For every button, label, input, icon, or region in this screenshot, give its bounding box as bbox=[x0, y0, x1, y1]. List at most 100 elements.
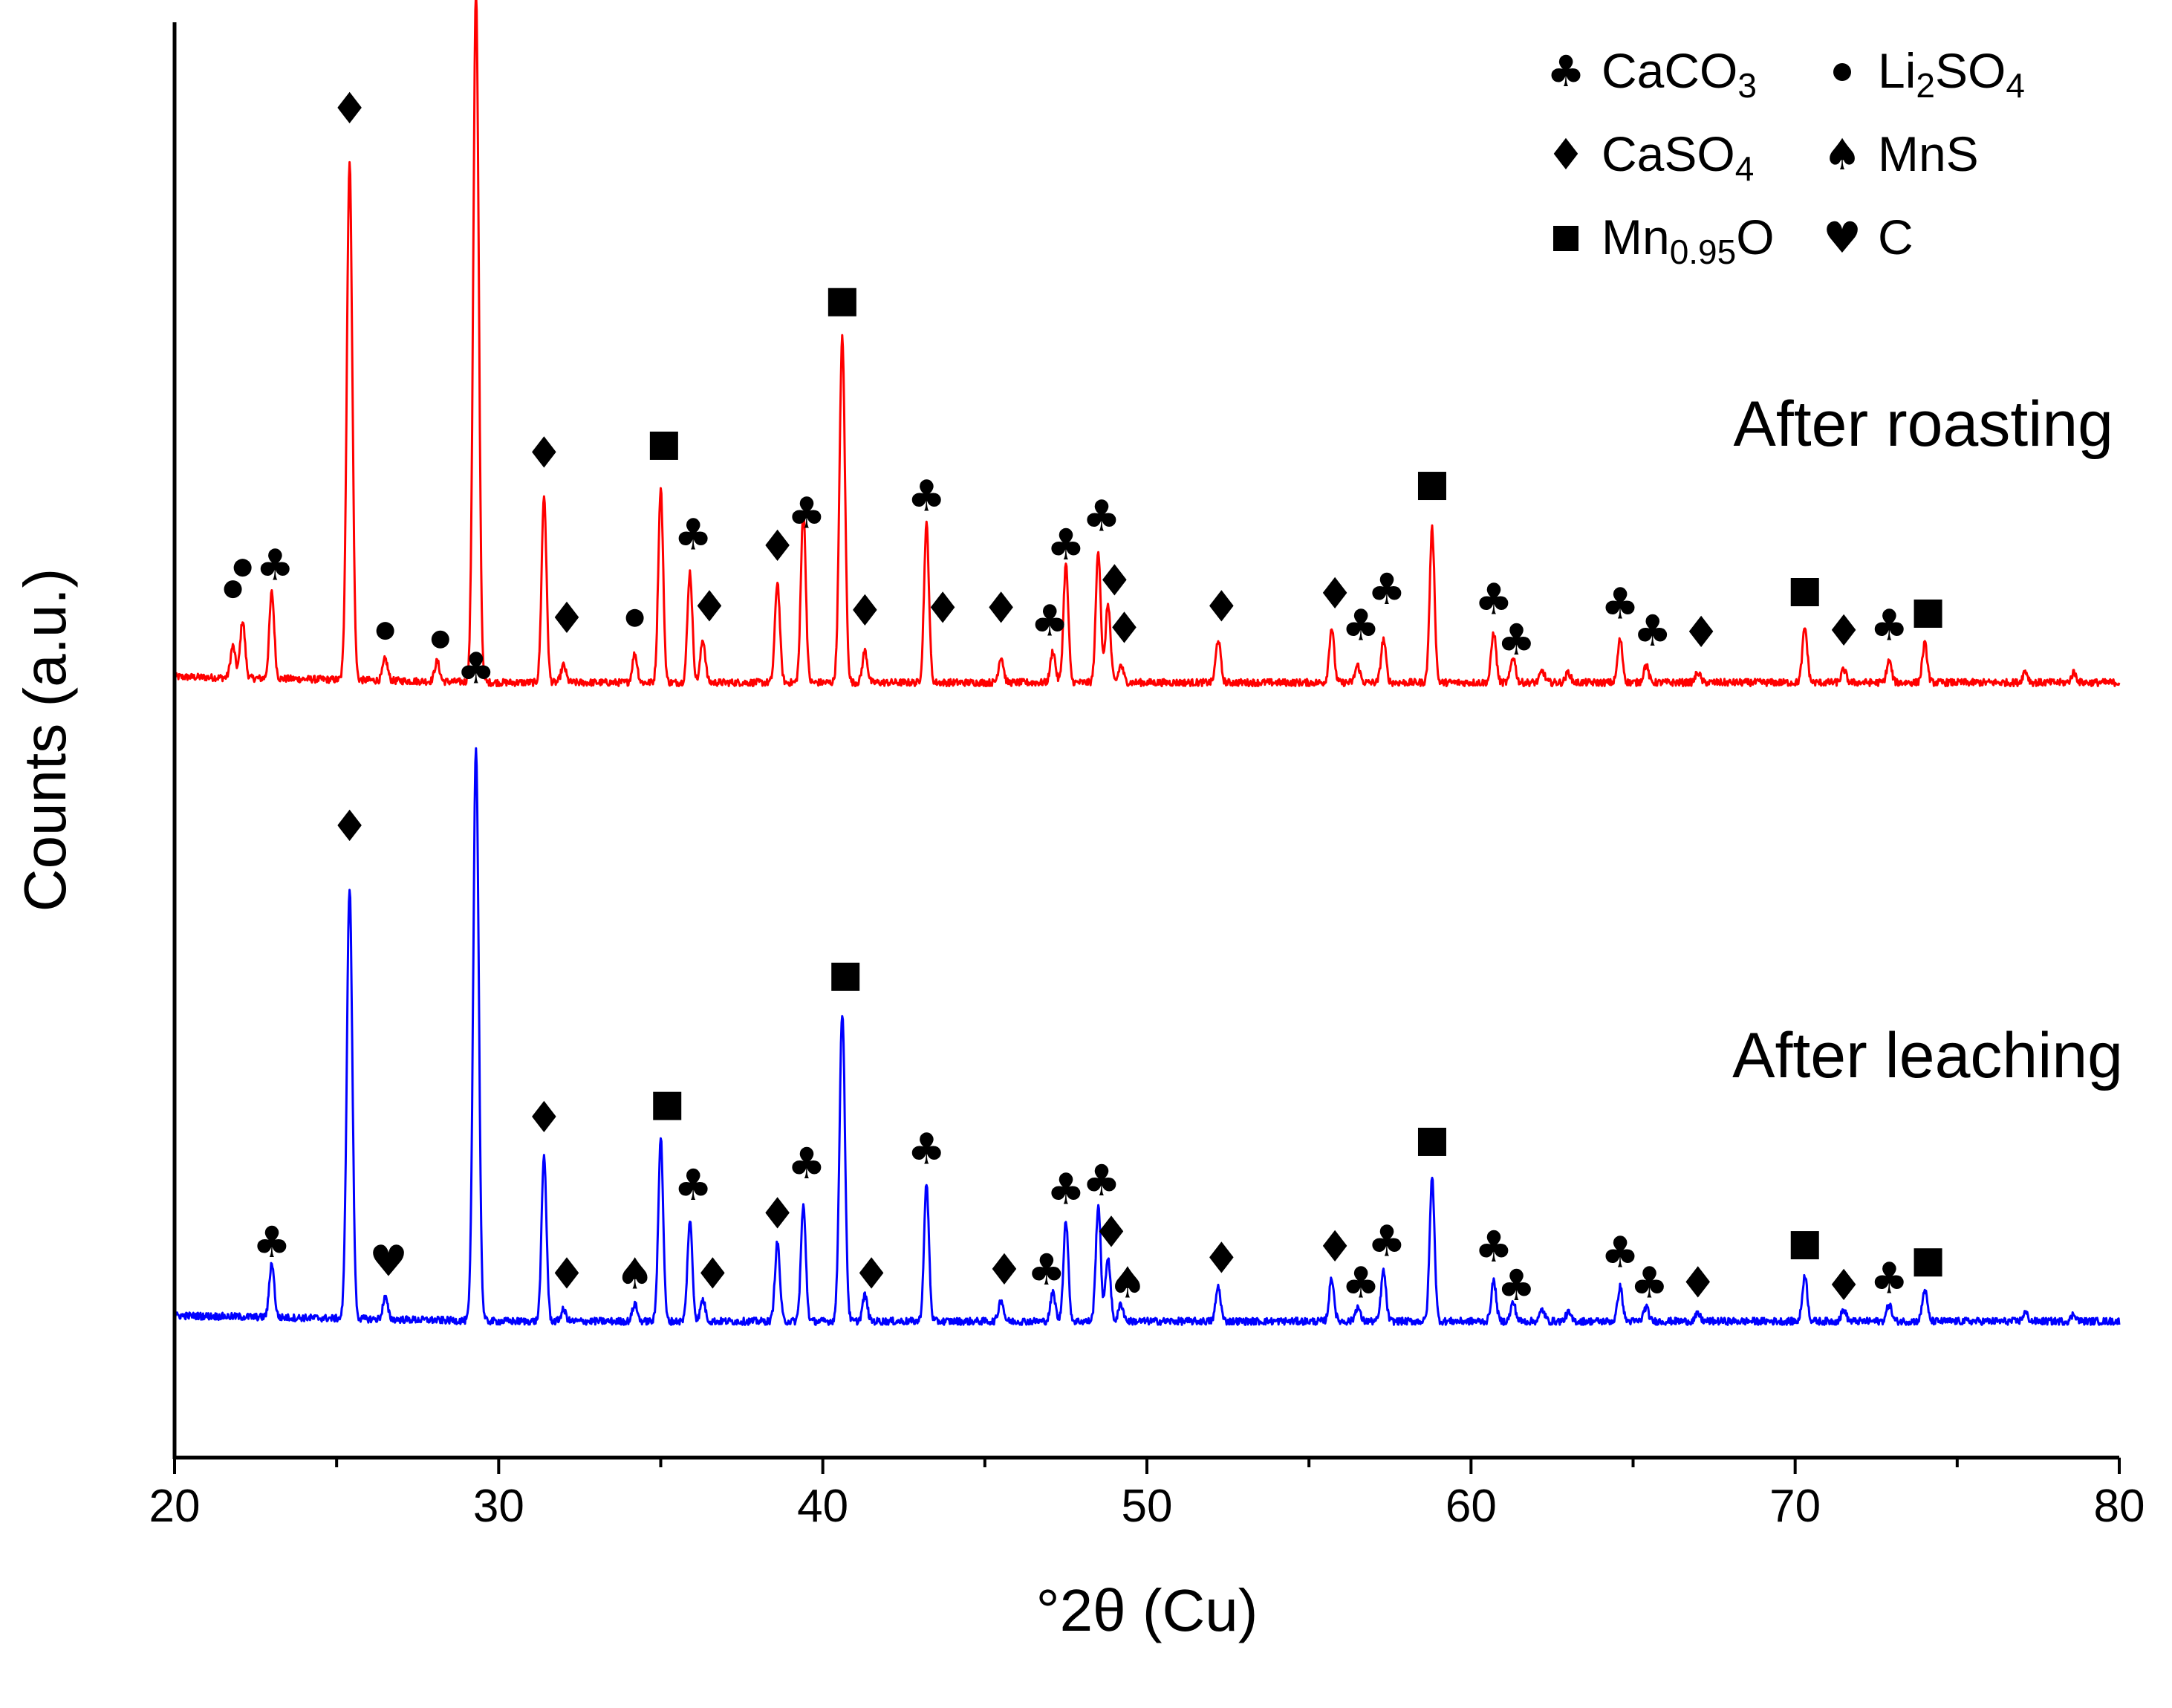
peak-marker-diamond: ♦ bbox=[758, 1189, 797, 1239]
peak-marker-club: ♣ bbox=[1497, 614, 1535, 665]
legend-label-text: CaSO bbox=[1602, 126, 1735, 181]
peak-marker-circle bbox=[431, 630, 449, 649]
peak-marker-club: ♣ bbox=[256, 539, 294, 590]
peak-marker-club: ♣ bbox=[1047, 519, 1085, 570]
peak-marker-club: ♣ bbox=[1601, 1227, 1639, 1278]
legend-label: CaSO4 bbox=[1602, 126, 1754, 188]
legend-label: Mn0.95O bbox=[1602, 210, 1775, 271]
peak-marker-diamond: ♦ bbox=[331, 83, 369, 134]
peak-marker-diamond: ♦ bbox=[693, 1249, 732, 1299]
legend-label-subscript: 4 bbox=[1735, 149, 1755, 188]
peak-marker-square bbox=[831, 962, 860, 991]
peak-marker-diamond: ♦ bbox=[1202, 581, 1241, 631]
series-layer bbox=[173, 0, 2121, 1326]
legend-entry-club: ♣ CaCO3 bbox=[1547, 43, 1757, 105]
peak-marker-square bbox=[1790, 578, 1819, 607]
peak-marker-club: ♣ bbox=[457, 643, 495, 693]
peak-marker-club: ♣ bbox=[1474, 574, 1513, 625]
peak-marker-club: ♣ bbox=[674, 1160, 712, 1210]
peak-marker-diamond: ♦ bbox=[852, 1249, 891, 1299]
peak-marker-club: ♣ bbox=[1342, 600, 1380, 650]
peak-marker-club: ♣ bbox=[674, 510, 712, 560]
peak-marker-diamond: ♦ bbox=[331, 801, 369, 851]
peak-marker-diamond: ♦ bbox=[1202, 1233, 1241, 1283]
legend-label-text: CaCO bbox=[1602, 43, 1737, 98]
peak-marker-square bbox=[1913, 599, 1942, 628]
legend-label: Li2SO4 bbox=[1878, 43, 2025, 105]
peak-marker-diamond: ♦ bbox=[547, 1249, 586, 1299]
legend-label-subscript: 3 bbox=[1737, 66, 1757, 105]
peak-marker-circle bbox=[224, 580, 242, 599]
peak-marker-diamond: ♦ bbox=[1095, 556, 1134, 606]
legend-label: C bbox=[1878, 210, 1913, 264]
x-tick-label: 30 bbox=[473, 1481, 524, 1532]
x-tick-label: 80 bbox=[2094, 1481, 2145, 1532]
peak-marker-club: ♣ bbox=[1047, 1164, 1085, 1215]
peak-marker-diamond: ♦ bbox=[758, 521, 797, 571]
legend-label-text: Li bbox=[1878, 43, 1916, 98]
legend-symbol-square bbox=[1553, 226, 1578, 251]
peak-marker-diamond: ♦ bbox=[524, 428, 563, 478]
legend-label: MnS bbox=[1878, 126, 1979, 181]
legend-label-text: C bbox=[1878, 210, 1913, 264]
legend-label-text: Mn bbox=[1602, 210, 1670, 264]
peak-marker-square bbox=[1913, 1248, 1942, 1277]
x-ticks: 20 30 40 50 60 70 80 bbox=[149, 1458, 2145, 1532]
peak-marker-diamond: ♦ bbox=[1682, 607, 1720, 657]
x-tick-label: 70 bbox=[1769, 1481, 1821, 1532]
legend-symbol-heart: ♥ bbox=[1823, 212, 1862, 263]
peak-marker-diamond: ♦ bbox=[690, 581, 729, 631]
peak-marker-club: ♣ bbox=[1368, 564, 1406, 614]
peak-marker-square bbox=[649, 431, 678, 460]
peak-marker-club: ♣ bbox=[907, 471, 946, 522]
peak-marker-club: ♣ bbox=[1342, 1257, 1380, 1308]
peak-marker-circle bbox=[376, 622, 394, 640]
peak-marker-diamond: ♦ bbox=[845, 585, 884, 636]
legend-label-subscript: 4 bbox=[2006, 66, 2025, 105]
legend-label: CaCO3 bbox=[1602, 43, 1757, 105]
peak-marker-diamond: ♦ bbox=[547, 593, 586, 643]
legend-entry-square: Mn0.95O bbox=[1553, 210, 1775, 271]
peak-marker-square bbox=[653, 1091, 682, 1120]
peak-marker-diamond: ♦ bbox=[923, 582, 962, 633]
peak-marker-club: ♣ bbox=[253, 1217, 291, 1267]
x-tick-label: 50 bbox=[1122, 1481, 1173, 1532]
x-tick-label: 60 bbox=[1446, 1481, 1497, 1532]
peak-marker-diamond: ♦ bbox=[1316, 568, 1354, 619]
peak-marker-club: ♣ bbox=[907, 1124, 946, 1175]
peak-marker-circle bbox=[625, 608, 644, 627]
legend-symbol-club: ♣ bbox=[1547, 46, 1585, 97]
peak-marker-diamond: ♦ bbox=[1316, 1221, 1354, 1272]
peak-marker-club: ♣ bbox=[1082, 491, 1121, 542]
legend-label-text: SO bbox=[1935, 43, 2006, 98]
peak-marker-diamond: ♦ bbox=[982, 582, 1021, 633]
legend-entry-heart: ♥ C bbox=[1823, 210, 1913, 264]
peak-marker-club: ♣ bbox=[1082, 1155, 1121, 1206]
peak-marker-spade: ♠ bbox=[1108, 1257, 1147, 1308]
peak-marker-diamond: ♦ bbox=[1824, 1260, 1863, 1311]
peak-marker-square bbox=[1417, 1127, 1446, 1156]
series-label-after-roasting: After roasting bbox=[1734, 389, 2113, 460]
series-line-after-leaching bbox=[174, 747, 2121, 1326]
y-axis-title: Counts (a.u.) bbox=[12, 568, 78, 912]
legend-label-text: O bbox=[1736, 210, 1774, 264]
peak-marker-club: ♣ bbox=[1630, 1257, 1668, 1308]
peak-marker-club: ♣ bbox=[1870, 600, 1908, 650]
peak-marker-club: ♣ bbox=[1633, 605, 1672, 656]
peak-marker-club: ♣ bbox=[1368, 1215, 1406, 1266]
peak-marker-square bbox=[1790, 1231, 1819, 1260]
legend-symbol-diamond: ♦ bbox=[1547, 129, 1585, 180]
peak-marker-square bbox=[1417, 472, 1446, 501]
legend-label-subscript: 0.95 bbox=[1670, 233, 1737, 271]
peak-marker-heart: ♥ bbox=[369, 1235, 408, 1286]
peak-marker-club: ♣ bbox=[787, 1138, 826, 1189]
peak-marker-diamond: ♦ bbox=[524, 1092, 563, 1143]
legend-entry-diamond: ♦ CaSO4 bbox=[1547, 126, 1754, 188]
series-line-after-roasting bbox=[173, 0, 2121, 687]
peak-marker-diamond: ♦ bbox=[985, 1244, 1024, 1295]
legend-label-text: MnS bbox=[1878, 126, 1979, 181]
peak-marker-club: ♣ bbox=[1497, 1260, 1535, 1311]
peak-marker-circle bbox=[233, 559, 252, 577]
